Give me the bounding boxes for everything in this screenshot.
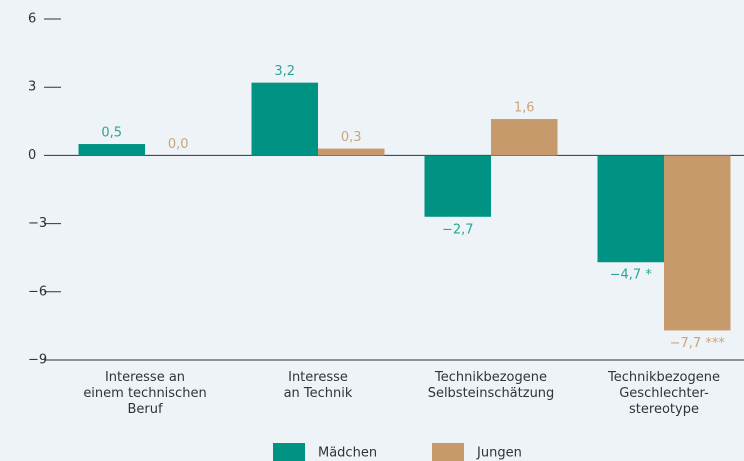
- x-tick-label: Technikbezogene Selbsteinschätzung: [427, 370, 555, 401]
- value-label: 3,2: [274, 64, 295, 79]
- y-tick-label: 0: [28, 148, 36, 163]
- bar: [424, 155, 491, 217]
- value-label: 0,5: [101, 126, 122, 141]
- bar: [491, 119, 558, 156]
- legend-swatch: [432, 443, 464, 461]
- legend-label: Jungen: [476, 446, 522, 461]
- bar: [664, 155, 731, 331]
- bar: [318, 148, 385, 156]
- y-tick-label: −3: [28, 216, 47, 231]
- y-tick-label: 6: [28, 12, 36, 27]
- x-tick-label: Interesse an einem technischen Beruf: [83, 370, 207, 417]
- value-label: 0,0: [168, 137, 189, 152]
- value-label: −7,7 ***: [670, 336, 726, 351]
- value-label: −2,7: [442, 222, 474, 237]
- bar: [597, 155, 664, 263]
- legend-label: Mädchen: [318, 446, 377, 461]
- value-label: −4,7 *: [610, 268, 653, 283]
- bar: [78, 144, 145, 156]
- bar: [251, 82, 318, 156]
- x-tick-label: Interesse an Technik: [283, 370, 353, 401]
- y-tick-label: −9: [28, 353, 47, 368]
- y-tick-label: −6: [28, 284, 47, 299]
- value-label: 1,6: [514, 101, 535, 116]
- legend-swatch: [273, 443, 305, 461]
- value-label: 0,3: [341, 130, 362, 145]
- y-tick-label: 3: [28, 80, 36, 95]
- x-tick-label: Technikbezogene Geschlechter- stereotype: [607, 370, 720, 417]
